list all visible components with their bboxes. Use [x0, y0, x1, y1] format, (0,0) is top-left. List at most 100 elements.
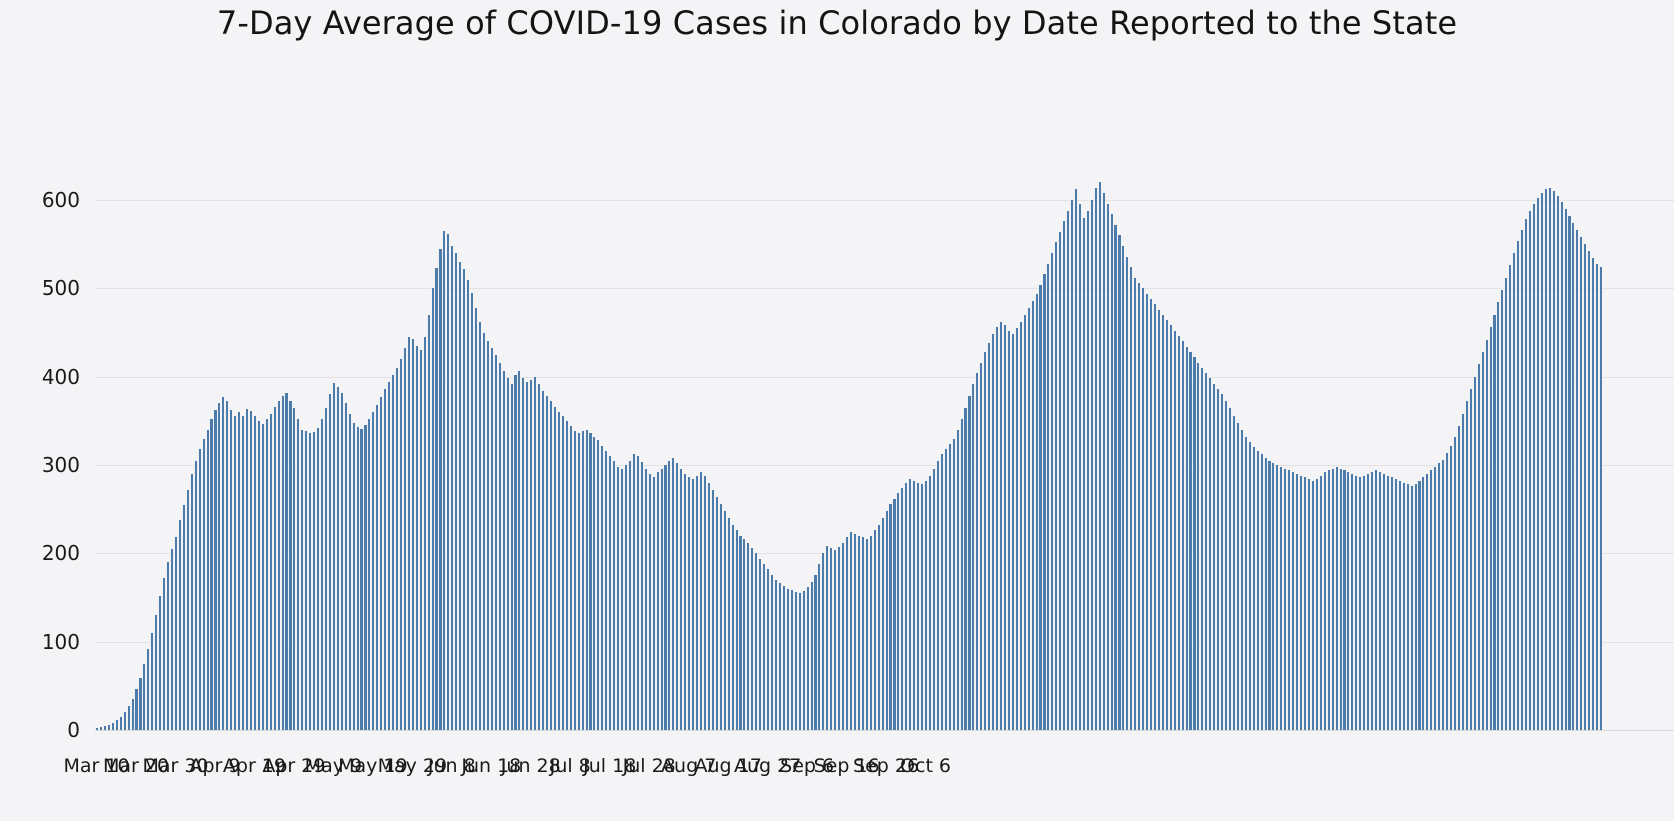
bar[interactable]: [852, 533, 857, 730]
bar[interactable]: [892, 498, 896, 730]
bar[interactable]: [1492, 314, 1496, 730]
bar[interactable]: [1042, 274, 1046, 730]
bar[interactable]: [623, 465, 628, 730]
bar[interactable]: [422, 336, 426, 730]
bar[interactable]: [355, 427, 359, 730]
bar[interactable]: [1464, 401, 1468, 730]
bar[interactable]: [667, 461, 671, 730]
bar[interactable]: [1247, 442, 1251, 730]
bar[interactable]: [967, 396, 971, 730]
bar[interactable]: [418, 350, 422, 730]
bar[interactable]: [695, 475, 699, 730]
bar[interactable]: [1239, 429, 1243, 730]
bar[interactable]: [691, 479, 695, 730]
bar[interactable]: [1133, 277, 1137, 730]
bar[interactable]: [1370, 472, 1374, 730]
bar[interactable]: [1599, 267, 1603, 730]
bar[interactable]: [1129, 267, 1133, 730]
bar[interactable]: [98, 727, 103, 730]
bar[interactable]: [1527, 210, 1532, 730]
bar[interactable]: [470, 292, 474, 730]
bar[interactable]: [173, 536, 178, 730]
bar[interactable]: [1488, 327, 1492, 730]
bar[interactable]: [304, 431, 308, 730]
bar[interactable]: [1342, 470, 1346, 730]
bar[interactable]: [1152, 304, 1157, 730]
bar[interactable]: [773, 579, 778, 730]
bar[interactable]: [138, 677, 142, 730]
bar[interactable]: [730, 525, 734, 730]
bar[interactable]: [738, 535, 742, 730]
bar[interactable]: [604, 450, 608, 730]
bar[interactable]: [671, 457, 675, 730]
bar[interactable]: [920, 484, 924, 730]
bar[interactable]: [1101, 192, 1105, 730]
bar[interactable]: [1093, 187, 1097, 730]
bar[interactable]: [770, 574, 774, 730]
bar[interactable]: [118, 716, 122, 730]
bar[interactable]: [1002, 325, 1007, 730]
bar[interactable]: [1216, 389, 1220, 730]
bar[interactable]: [150, 632, 154, 730]
bar[interactable]: [1330, 468, 1334, 730]
bar[interactable]: [1243, 436, 1247, 730]
bar[interactable]: [1587, 251, 1591, 730]
bar[interactable]: [280, 396, 284, 730]
bar[interactable]: [785, 588, 789, 730]
bar[interactable]: [762, 563, 766, 730]
bar[interactable]: [1200, 367, 1204, 730]
bar[interactable]: [1030, 300, 1034, 730]
bar[interactable]: [912, 480, 916, 730]
bar[interactable]: [698, 472, 703, 730]
bar[interactable]: [229, 410, 233, 730]
bar[interactable]: [493, 355, 497, 730]
bar[interactable]: [1397, 480, 1401, 730]
bar[interactable]: [1334, 466, 1338, 730]
bar[interactable]: [296, 419, 300, 730]
bar[interactable]: [430, 288, 434, 730]
bar[interactable]: [568, 426, 572, 730]
bar[interactable]: [1322, 472, 1326, 730]
bar[interactable]: [683, 473, 687, 730]
bar[interactable]: [1385, 475, 1389, 730]
bar[interactable]: [627, 460, 631, 730]
bar[interactable]: [924, 480, 928, 730]
bar[interactable]: [1255, 450, 1259, 730]
bar[interactable]: [323, 407, 328, 730]
bar[interactable]: [793, 592, 797, 730]
bar[interactable]: [663, 465, 667, 730]
bar[interactable]: [1172, 330, 1176, 730]
bar[interactable]: [1381, 473, 1385, 730]
bar[interactable]: [343, 403, 347, 730]
bar[interactable]: [1429, 470, 1433, 730]
bar[interactable]: [916, 482, 920, 730]
bar[interactable]: [1176, 336, 1180, 730]
bar[interactable]: [706, 482, 710, 730]
bar[interactable]: [241, 415, 245, 730]
bar[interactable]: [734, 530, 738, 730]
bar[interactable]: [335, 387, 339, 730]
bar[interactable]: [130, 699, 134, 730]
bar[interactable]: [398, 359, 403, 730]
bar[interactable]: [438, 248, 442, 730]
bar[interactable]: [533, 376, 537, 730]
bar[interactable]: [1263, 457, 1267, 730]
bar[interactable]: [987, 343, 991, 730]
bar[interactable]: [959, 419, 963, 730]
bar[interactable]: [106, 724, 110, 730]
bar[interactable]: [931, 468, 935, 730]
bar[interactable]: [221, 396, 225, 730]
bar[interactable]: [904, 482, 908, 730]
bar[interactable]: [316, 427, 320, 730]
bar[interactable]: [813, 574, 817, 730]
bar[interactable]: [616, 466, 620, 730]
bar[interactable]: [856, 535, 860, 730]
bar[interactable]: [383, 389, 387, 730]
bar[interactable]: [185, 489, 189, 730]
bar[interactable]: [896, 493, 900, 730]
bar[interactable]: [1437, 463, 1441, 730]
bar[interactable]: [1287, 470, 1291, 730]
bar[interactable]: [1338, 468, 1342, 730]
bar[interactable]: [935, 461, 939, 730]
bar[interactable]: [829, 548, 833, 730]
